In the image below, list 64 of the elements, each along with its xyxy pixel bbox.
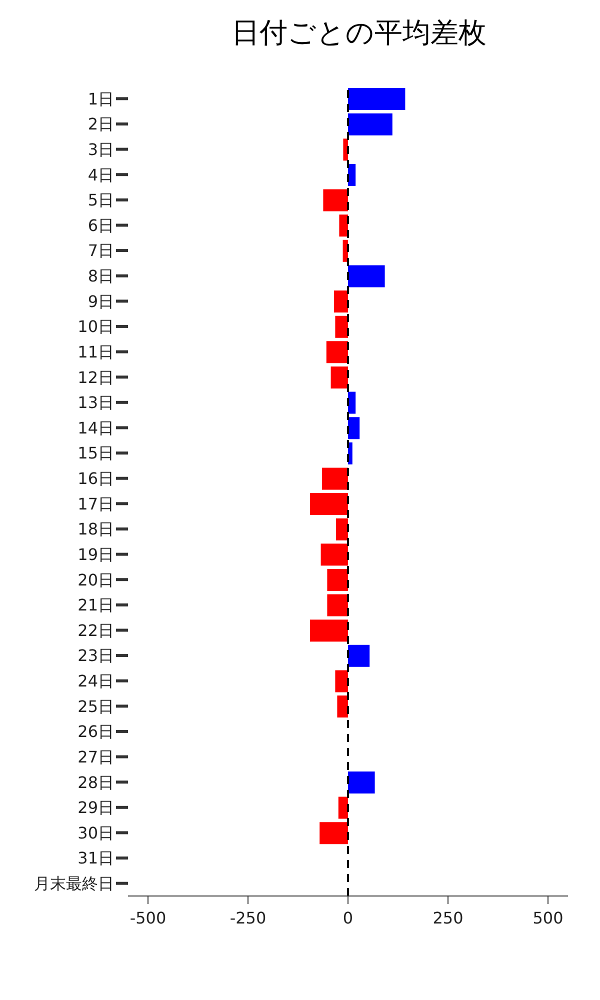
x-tick-label: -250 xyxy=(230,908,266,928)
bar xyxy=(348,771,375,794)
y-tick-label: 10日 xyxy=(78,317,114,336)
bar xyxy=(348,392,356,414)
bar xyxy=(322,468,348,490)
y-tick-label: 1日 xyxy=(88,89,114,108)
bar xyxy=(348,644,370,667)
bar xyxy=(320,822,348,844)
y-tick-label: 5日 xyxy=(88,190,114,210)
y-tick-label: 30日 xyxy=(78,823,114,842)
bar xyxy=(310,493,348,515)
y-tick-label: 29日 xyxy=(78,798,114,818)
bar xyxy=(335,670,348,692)
bar xyxy=(348,164,356,186)
bar xyxy=(337,696,348,718)
bar xyxy=(339,214,348,237)
y-tick-label: 25日 xyxy=(78,696,114,716)
bar xyxy=(326,341,348,364)
y-tick-label: 22日 xyxy=(78,620,114,640)
bar xyxy=(327,594,348,616)
y-tick-label: 7日 xyxy=(88,241,114,260)
bar xyxy=(320,544,348,566)
y-tick-label: 28日 xyxy=(78,772,114,792)
y-tick-label: 21日 xyxy=(78,596,114,615)
y-tick-label: 17日 xyxy=(78,494,114,514)
y-tick-label: 15日 xyxy=(78,444,114,463)
bar xyxy=(323,189,348,212)
x-tick-label: 250 xyxy=(432,908,464,928)
bar xyxy=(336,518,348,540)
y-tick-label: 月末最終日 xyxy=(34,874,114,894)
chart-title: 日付ごとの平均差枚 xyxy=(230,15,488,51)
y-tick-label: 2日 xyxy=(88,114,114,134)
bar xyxy=(348,265,385,288)
bar xyxy=(348,417,360,440)
bar xyxy=(330,366,348,388)
y-tick-label: 12日 xyxy=(78,368,114,387)
y-tick-label: 13日 xyxy=(78,393,114,412)
y-tick-label: 6日 xyxy=(88,216,114,235)
bar xyxy=(327,568,348,591)
y-tick-label: 24日 xyxy=(78,672,114,691)
bar xyxy=(334,290,348,312)
x-tick-label: 0 xyxy=(342,908,354,928)
x-tick-label: 500 xyxy=(532,908,564,928)
y-tick-label: 16日 xyxy=(78,469,114,488)
y-tick-label: 3日 xyxy=(88,140,114,159)
y-tick-label: 14日 xyxy=(78,418,114,438)
y-tick-label: 26日 xyxy=(78,722,114,742)
x-tick-label: -500 xyxy=(130,908,166,928)
bar xyxy=(348,113,392,136)
y-tick-label: 23日 xyxy=(78,646,114,666)
bar xyxy=(338,796,348,819)
bar xyxy=(348,88,406,110)
bar xyxy=(335,316,348,338)
y-tick-label: 27日 xyxy=(78,747,114,766)
y-tick-label: 19日 xyxy=(78,544,114,564)
y-tick-label: 31日 xyxy=(78,848,114,868)
y-tick-label: 4日 xyxy=(88,165,114,184)
y-tick-label: 8日 xyxy=(88,266,114,286)
y-tick-label: 11日 xyxy=(78,342,114,362)
y-tick-label: 18日 xyxy=(78,520,114,539)
bar xyxy=(343,138,348,161)
y-tick-label: 9日 xyxy=(88,292,114,311)
bar xyxy=(310,620,348,642)
y-tick-label: 20日 xyxy=(78,570,114,590)
